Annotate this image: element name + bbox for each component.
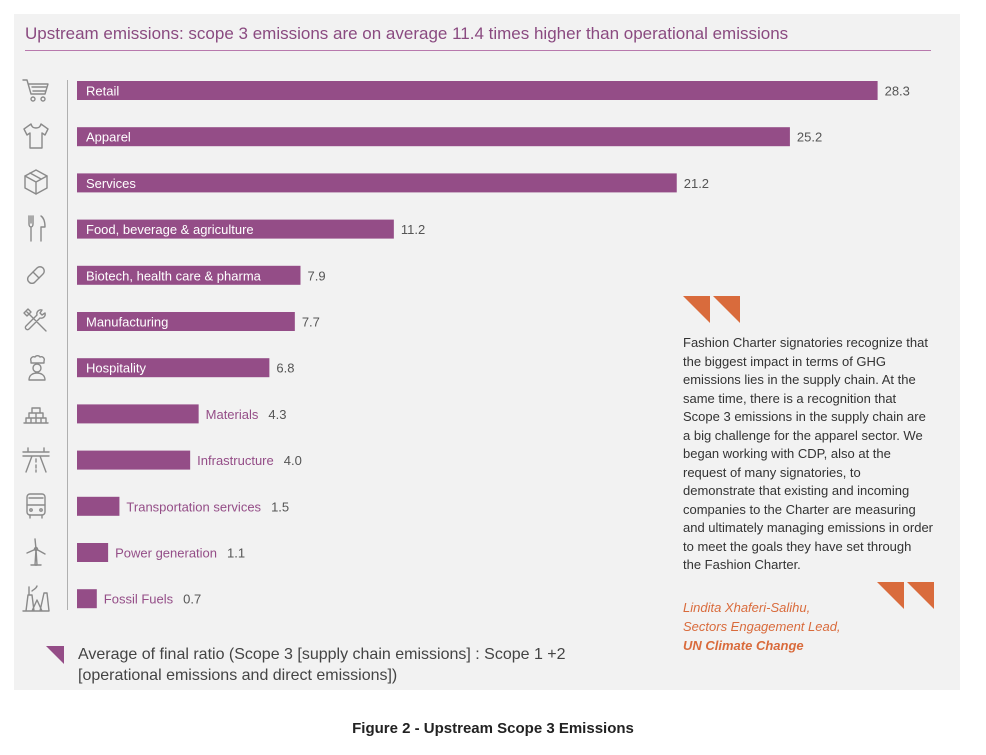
quote-open-icon xyxy=(683,296,740,323)
value-label-apparel: 25.2 xyxy=(797,130,822,145)
chef-icon xyxy=(20,351,52,383)
bar-materials xyxy=(77,404,199,424)
wrench-screwdriver-icon xyxy=(20,305,52,337)
bar-biotech-health-care-pharma xyxy=(77,265,301,285)
value-label-biotech-health-care-pharma: 7.9 xyxy=(307,268,325,283)
category-label-infrastructure: Infrastructure xyxy=(197,453,274,468)
quote-role: Sectors Engagement Lead, xyxy=(683,619,841,634)
category-label-fossil-fuels: Fossil Fuels xyxy=(104,592,174,607)
quote-author: Lindita Xhaferi-Salihu, xyxy=(683,600,811,615)
quote-attribution: Lindita Xhaferi-Salihu, Sectors Engageme… xyxy=(683,598,903,655)
bar-power-generation xyxy=(77,543,109,562)
wind-turbine-icon xyxy=(20,536,52,568)
legend-text: Average of final ratio (Scope 3 [supply … xyxy=(78,646,566,684)
quote-text: Fashion Charter signatories recognize th… xyxy=(683,335,934,572)
value-label-hospitality: 6.8 xyxy=(276,361,294,376)
category-label-materials: Materials xyxy=(206,407,259,422)
category-label-apparel: Apparel xyxy=(86,130,131,145)
factory-icon xyxy=(20,582,52,614)
shopping-cart-icon xyxy=(20,74,52,106)
value-label-transportation-services: 1.5 xyxy=(271,499,289,514)
legend-marker-icon xyxy=(46,646,64,664)
quote-org: UN Climate Change xyxy=(683,638,804,653)
value-label-retail: 28.3 xyxy=(885,84,910,99)
bar-hospitality xyxy=(77,358,270,378)
bricks-icon xyxy=(20,397,52,429)
value-label-food-beverage-agriculture: 11.2 xyxy=(401,222,425,237)
bar-food-beverage-agriculture xyxy=(77,219,394,239)
value-label-manufacturing: 7.7 xyxy=(302,315,320,330)
category-label-transportation-services: Transportation services xyxy=(126,499,261,514)
box-icon xyxy=(20,166,52,198)
title-divider xyxy=(25,50,931,51)
shirt-icon xyxy=(20,120,52,152)
category-label-services: Services xyxy=(86,176,136,191)
chart-panel xyxy=(14,14,960,690)
bar-infrastructure xyxy=(77,450,191,470)
value-label-infrastructure: 4.0 xyxy=(284,453,302,468)
category-label-food-beverage-agriculture: Food, beverage & agriculture xyxy=(86,222,254,237)
value-label-fossil-fuels: 0.7 xyxy=(183,592,201,607)
pill-icon xyxy=(20,259,52,291)
y-axis-line xyxy=(67,80,68,610)
chart-title: Upstream emissions: scope 3 emissions ar… xyxy=(25,24,789,43)
category-label-biotech-health-care-pharma: Biotech, health care & pharma xyxy=(86,268,262,283)
category-label-retail: Retail xyxy=(86,84,119,99)
category-label-hospitality: Hospitality xyxy=(86,361,146,376)
category-label-manufacturing: Manufacturing xyxy=(86,315,168,330)
bar-manufacturing xyxy=(77,312,295,331)
value-label-services: 21.2 xyxy=(684,176,709,191)
category-label-power-generation: Power generation xyxy=(115,546,217,561)
bar-fossil-fuels xyxy=(77,589,97,609)
value-label-power-generation: 1.1 xyxy=(227,546,245,561)
fork-knife-icon xyxy=(20,213,52,245)
value-label-materials: 4.3 xyxy=(268,407,286,422)
bar-transportation-services xyxy=(77,496,120,516)
bus-icon xyxy=(20,490,52,522)
bar-services xyxy=(77,173,677,193)
bar-apparel xyxy=(77,127,790,147)
highway-icon xyxy=(20,444,52,476)
quote-close-icon xyxy=(877,582,934,609)
bar-retail xyxy=(77,81,878,100)
figure-caption: Figure 2 - Upstream Scope 3 Emissions xyxy=(352,720,634,737)
